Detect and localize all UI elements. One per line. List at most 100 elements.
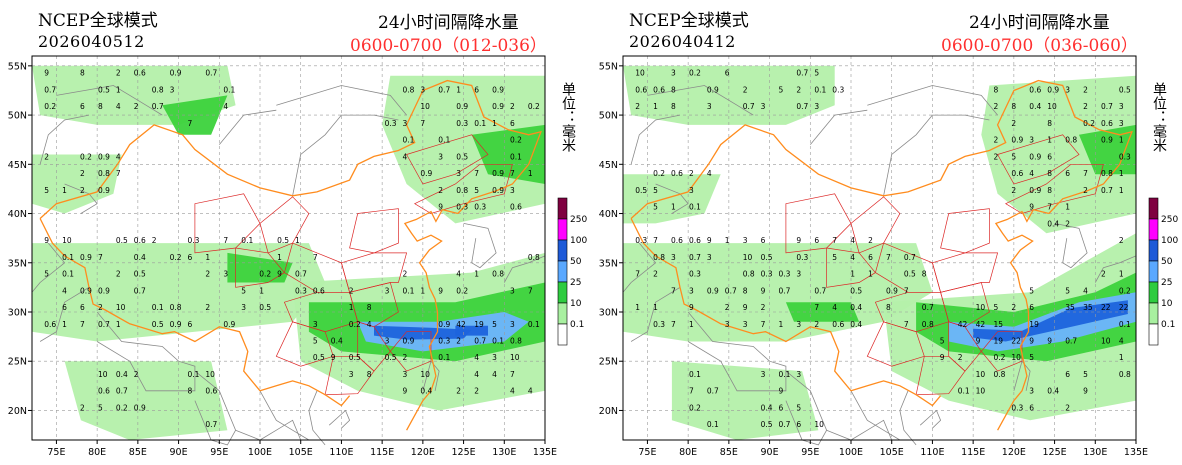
station-value: 8 xyxy=(1047,119,1052,128)
lon-tick-label: 115E xyxy=(961,447,985,458)
station-value: 9 xyxy=(403,387,408,396)
lon-tick-label: 110E xyxy=(920,447,944,458)
station-value: 1 xyxy=(277,253,282,262)
station-value: 0.4 xyxy=(116,370,128,379)
station-value: 0.4 xyxy=(850,320,862,329)
station-value: 1 xyxy=(1119,353,1124,362)
station-value: 0.4 xyxy=(1029,102,1041,111)
station-value: 0.4 xyxy=(850,303,862,312)
station-value: 8 xyxy=(1047,186,1052,195)
station-value: 3 xyxy=(223,270,228,279)
station-value: 5 xyxy=(98,404,103,413)
station-value: 2 xyxy=(80,169,85,178)
station-value: 0.6 xyxy=(1101,119,1113,128)
station-value: 1 xyxy=(653,303,658,312)
station-value: 0.1 xyxy=(223,85,235,94)
station-value: 10 xyxy=(1011,353,1021,362)
country-border xyxy=(64,183,98,214)
station-value: 2 xyxy=(80,186,85,195)
station-value: 0.1 xyxy=(958,387,970,396)
station-value: 5 xyxy=(653,186,658,195)
station-value: 8 xyxy=(367,370,372,379)
station-value: 0.8 xyxy=(403,85,415,94)
station-value: 0.3 xyxy=(689,270,701,279)
station-value: 9 xyxy=(277,270,282,279)
station-value: 3 xyxy=(671,69,676,78)
station-value: 0.7 xyxy=(44,85,56,94)
station-value: 2 xyxy=(689,169,694,178)
station-value: 1 xyxy=(635,303,640,312)
country-border xyxy=(622,242,657,293)
station-value: 3 xyxy=(761,102,766,111)
station-value: 3 xyxy=(743,236,748,245)
station-value: 0.9 xyxy=(1047,85,1059,94)
station-value: 10 xyxy=(420,370,430,379)
station-value: 0.4 xyxy=(1047,387,1059,396)
station-value: 1 xyxy=(116,320,121,329)
country-border xyxy=(655,183,689,214)
product-title: 24小时间隔降水量 xyxy=(969,13,1110,33)
country-border xyxy=(218,109,277,145)
colorbar-segment xyxy=(1148,323,1159,346)
colorbar-label: 25 xyxy=(570,278,581,288)
station-value: 0.4 xyxy=(1047,219,1059,228)
station-value: 2 xyxy=(205,303,210,312)
station-value: 5 xyxy=(653,203,658,212)
run-time: 2026040512 xyxy=(38,32,145,51)
lat-tick-label: 40N xyxy=(599,209,618,220)
station-value: 1 xyxy=(474,270,479,279)
colorbar-segment xyxy=(557,197,568,220)
station-value: 0.7 xyxy=(796,102,808,111)
station-value: 3 xyxy=(796,320,801,329)
station-value: 1 xyxy=(1119,186,1124,195)
station-value: 8 xyxy=(188,387,193,396)
lon-tick-label: 120E xyxy=(1002,447,1026,458)
lon-tick-label: 135E xyxy=(533,447,557,458)
station-value: 3 xyxy=(403,370,408,379)
country-borders xyxy=(622,85,1137,446)
station-value: 0.5 xyxy=(116,236,128,245)
station-value: 0.7 xyxy=(116,387,128,396)
station-value: 2 xyxy=(1101,270,1106,279)
station-value: 0.1 xyxy=(188,370,200,379)
station-value: 3 xyxy=(689,186,694,195)
station-value: 0.6 xyxy=(689,236,701,245)
station-value: 0.8 xyxy=(1101,169,1113,178)
station-value: 10 xyxy=(976,370,986,379)
station-value: 4 xyxy=(528,387,533,396)
lat-tick-label: 50N xyxy=(599,111,618,122)
station-value: 5 xyxy=(44,270,49,279)
colorbar-segment xyxy=(557,260,568,283)
station-value: 0.5 xyxy=(635,186,647,195)
station-value: 7 xyxy=(904,286,909,295)
station-value: 0.1 xyxy=(707,420,719,429)
country-border xyxy=(850,390,901,441)
station-value: 9 xyxy=(707,236,712,245)
station-value: 7 xyxy=(886,253,891,262)
station-value: 0.8 xyxy=(510,337,522,346)
station-value: 0.1 xyxy=(62,270,74,279)
country-border xyxy=(235,419,302,441)
lon-tick-label: 80E xyxy=(88,447,106,458)
station-value: 10 xyxy=(976,387,986,396)
station-value: 0.1 xyxy=(403,286,415,295)
precip-area xyxy=(64,361,228,440)
lon-tick-label: 95E xyxy=(210,447,228,458)
station-value: 4 xyxy=(367,320,372,329)
map-frame xyxy=(622,55,1137,441)
panel-right: NCEP全球模式 2026040412 24小时间隔降水量 0600-0700（… xyxy=(591,0,1182,465)
precip-area xyxy=(471,124,545,184)
station-value: 7 xyxy=(904,320,909,329)
station-value: 1 xyxy=(1119,270,1124,279)
station-value: 0.3 xyxy=(188,236,200,245)
station-value: 3 xyxy=(170,85,175,94)
station-value: 8 xyxy=(994,85,999,94)
lat-tick-label: 45N xyxy=(599,160,618,171)
country-border xyxy=(422,360,440,391)
station-value: 0.4 xyxy=(134,253,146,262)
station-value: 0.5 xyxy=(1119,85,1131,94)
country-border xyxy=(785,370,828,446)
station-value: 9 xyxy=(689,303,694,312)
country-border xyxy=(39,114,90,165)
station-value: 6 xyxy=(868,253,873,262)
